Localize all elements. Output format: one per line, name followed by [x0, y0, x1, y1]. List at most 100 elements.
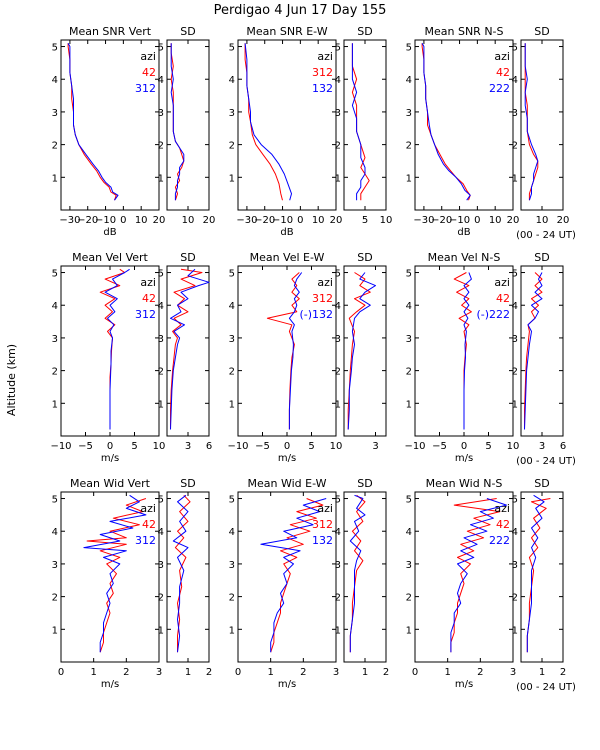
y-tick-label: 4	[512, 75, 518, 86]
legend-entry: azi	[494, 50, 510, 63]
legend-entry: 312	[135, 308, 156, 321]
series-line-312	[170, 268, 210, 430]
x-tick-label: 2	[300, 667, 306, 678]
x-tick-label: 20	[330, 215, 343, 226]
y-tick-label: 2	[406, 141, 412, 152]
y-tick-label: 4	[229, 301, 235, 312]
x-tick-label: −5	[78, 441, 93, 452]
y-tick-label: 3	[406, 334, 412, 345]
y-tick-label: 3	[158, 334, 164, 345]
panel-title: SD	[357, 25, 372, 38]
y-tick-label: 5	[229, 269, 235, 280]
y-tick-label: 5	[512, 269, 518, 280]
x-tick-label: −10	[272, 215, 293, 226]
x-tick-label: 20	[507, 215, 520, 226]
panel-2: SD 1 2 3 4 5 10 20	[158, 25, 216, 226]
x-tick-label: 1	[90, 667, 96, 678]
y-tick-label: 2	[52, 141, 58, 152]
legend-entry: 222	[489, 534, 510, 547]
series-line-42	[86, 498, 147, 653]
y-tick-label: 1	[512, 625, 518, 636]
y-tick-label: 4	[512, 527, 518, 538]
series-line-222	[450, 498, 507, 653]
x-tick-label: 6	[206, 441, 212, 452]
x-tick-label: 10	[153, 441, 166, 452]
legend-entry: azi	[317, 276, 333, 289]
x-tick-label: 10	[330, 441, 343, 452]
y-tick-label: 4	[406, 75, 412, 86]
x-tick-label: 10	[380, 215, 393, 226]
panel-title: SD	[180, 477, 195, 490]
series-line-132	[349, 494, 366, 653]
y-tick-label: 3	[52, 560, 58, 571]
x-tick-label: 2	[560, 667, 566, 678]
series-line-222	[421, 43, 471, 201]
x-tick-label: 0	[107, 441, 113, 452]
x-tick-label: −30	[236, 215, 257, 226]
panel-title: SD	[534, 251, 549, 264]
panel-16: SD 1 2 3 4 5 1 2	[335, 477, 390, 678]
series-line-222	[526, 494, 545, 653]
y-tick-label: 3	[229, 560, 235, 571]
y-tick-label: 2	[158, 367, 164, 378]
x-tick-label: 0	[474, 215, 480, 226]
legend-entry: azi	[140, 50, 156, 63]
panel-6: SD 1 2 3 4 5 10 20 (00 - 24 UT)	[512, 25, 576, 241]
y-tick-label: 5	[229, 495, 235, 506]
x-tick-label: −10	[50, 441, 71, 452]
legend-entry: 312	[135, 534, 156, 547]
panel-title: SD	[180, 25, 195, 38]
y-tick-label: 1	[52, 173, 58, 184]
x-tick-label: 0	[58, 667, 64, 678]
series-line-42	[67, 43, 117, 201]
series-line-312	[266, 272, 300, 430]
y-tick-label: 1	[335, 173, 341, 184]
series-line-312	[172, 494, 189, 653]
x-tick-label: 5	[131, 441, 137, 452]
x-tick-label: 20	[153, 215, 166, 226]
y-tick-label: 3	[335, 108, 341, 119]
plot-frame	[237, 491, 337, 663]
series-line-222	[463, 272, 472, 430]
y-tick-label: 3	[52, 108, 58, 119]
y-tick-label: 2	[335, 141, 341, 152]
panel-title: Mean SNR E-W	[246, 25, 327, 38]
x-tick-label: 0	[412, 667, 418, 678]
x-tick-label: 0	[235, 667, 241, 678]
y-tick-label: 4	[52, 75, 58, 86]
y-tick-label: 1	[335, 625, 341, 636]
y-tick-label: 3	[229, 334, 235, 345]
legend-entry: azi	[494, 502, 510, 515]
legend-entry: 312	[312, 292, 333, 305]
y-tick-label: 4	[229, 75, 235, 86]
y-tick-label: 2	[512, 593, 518, 604]
y-tick-label: 2	[158, 141, 164, 152]
y-tick-label: 5	[335, 269, 341, 280]
series-line-312	[83, 494, 147, 653]
x-axis-label: m/s	[101, 679, 119, 690]
legend-entry: 42	[142, 292, 156, 305]
x-tick-label: 1	[444, 667, 450, 678]
x-tick-label: −10	[449, 215, 470, 226]
x-axis-label: m/s	[278, 453, 296, 464]
x-tick-label: −20	[431, 215, 452, 226]
x-tick-label: 1	[185, 667, 191, 678]
plot-frame	[237, 39, 337, 211]
legend-entry: azi	[317, 50, 333, 63]
series-line-42	[450, 498, 501, 653]
x-tick-label: 3	[333, 667, 339, 678]
plot-frame	[343, 39, 387, 211]
series-line-132	[288, 272, 303, 430]
y-tick-label: 2	[335, 593, 341, 604]
y-tick-label: 2	[229, 367, 235, 378]
x-tick-label: −10	[95, 215, 116, 226]
x-tick-label: 10	[507, 441, 520, 452]
y-tick-label: 1	[406, 399, 412, 410]
y-tick-label: 1	[229, 625, 235, 636]
